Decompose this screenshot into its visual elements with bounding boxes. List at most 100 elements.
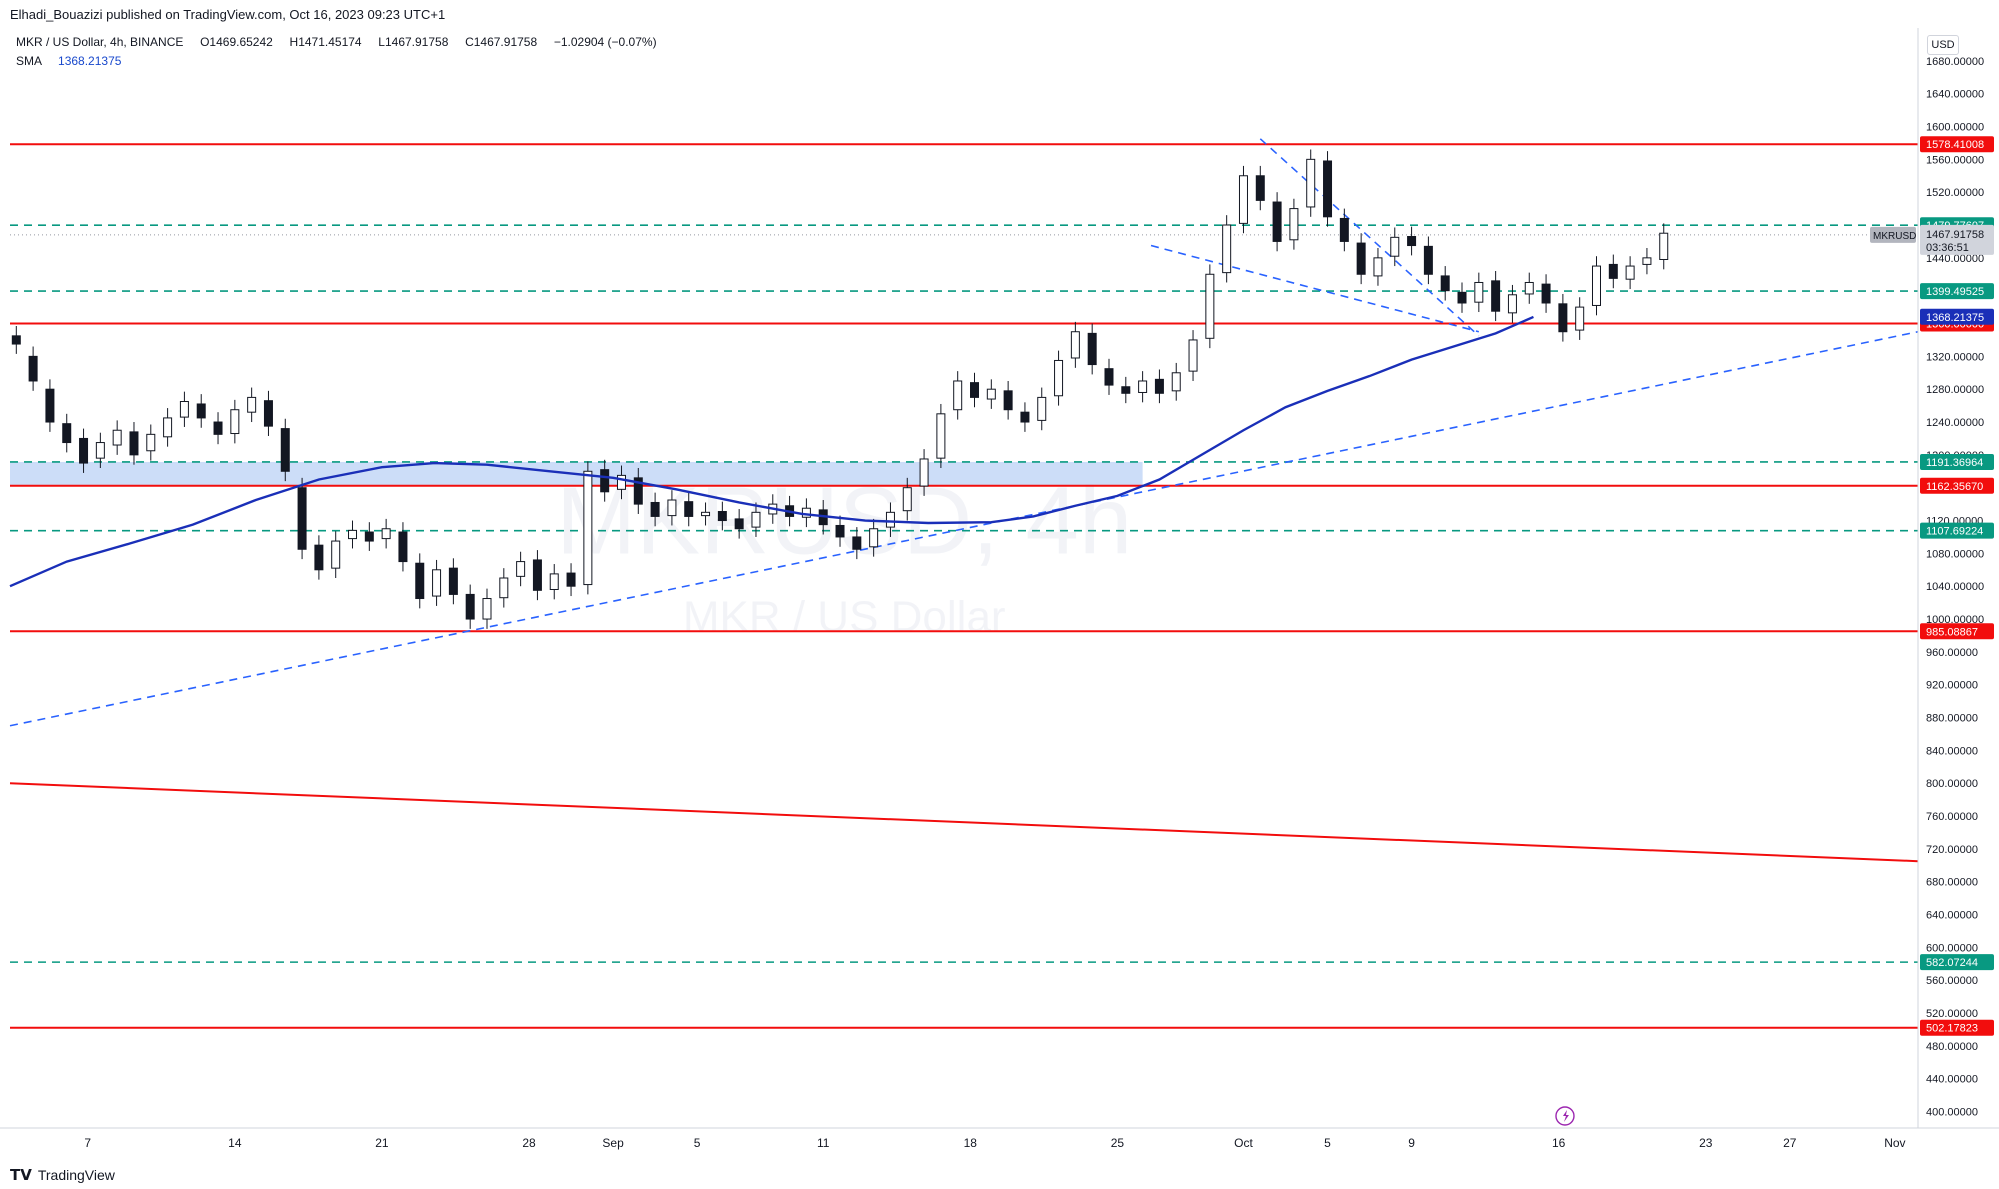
candle-body xyxy=(230,409,240,435)
candle-body xyxy=(516,561,526,577)
close-value: 1467.91758 xyxy=(473,35,538,49)
price-tick-label: 1680.00000 xyxy=(1926,56,1984,68)
candle-body xyxy=(717,511,727,522)
price-tick-label: 480.00000 xyxy=(1926,1041,1978,1053)
candle-body xyxy=(331,540,341,569)
candle-body xyxy=(1003,390,1013,411)
price-badge-label: 1191.36964 xyxy=(1926,457,1983,469)
close-label: C xyxy=(465,35,474,49)
trendline xyxy=(9,330,1919,727)
price-tick-label: 1440.00000 xyxy=(1926,253,1984,265)
time-tick-label: Nov xyxy=(1884,1136,1905,1150)
candle-body xyxy=(263,400,273,427)
currency-selector[interactable]: USD xyxy=(1927,35,1959,55)
candle-body xyxy=(1339,217,1349,242)
candle-body xyxy=(398,531,408,563)
price-badge-label: 1578.41008 xyxy=(1926,139,1984,151)
price-tick-label: 1240.00000 xyxy=(1926,417,1984,429)
chart-extras xyxy=(1555,1106,1575,1126)
sma-label[interactable]: SMA xyxy=(16,54,42,68)
price-tick-label: 400.00000 xyxy=(1926,1107,1978,1119)
price-badge-label: 1162.35670 xyxy=(1926,481,1983,493)
horizontal-levels xyxy=(10,143,1918,1029)
candle-body xyxy=(532,559,542,591)
candle-body xyxy=(432,569,442,597)
candle-body xyxy=(1272,201,1282,242)
price-tick-label: 1280.00000 xyxy=(1926,384,1984,396)
candle-body xyxy=(650,501,660,517)
price-tick-label: 1040.00000 xyxy=(1926,581,1984,593)
symbol-legend: MKR / US Dollar, 4h, BINANCE O1469.65242… xyxy=(16,33,657,71)
candle-body xyxy=(1020,411,1030,423)
low-value: 1467.91758 xyxy=(384,35,449,49)
price-tick-label: 960.00000 xyxy=(1926,647,1978,659)
sma-line xyxy=(9,315,1534,588)
price-badge xyxy=(1920,954,1994,971)
candle-body xyxy=(1373,257,1383,277)
time-tick-label: Sep xyxy=(602,1136,624,1150)
candle-body xyxy=(1608,263,1618,279)
open-label: O xyxy=(200,35,210,49)
last-price-badge xyxy=(1920,224,1994,255)
candle-body xyxy=(95,442,105,459)
candle-body xyxy=(196,403,206,419)
time-tick-label: 21 xyxy=(375,1136,389,1150)
candle-body xyxy=(701,511,711,517)
lightning-icon xyxy=(1555,1106,1575,1126)
candle-body xyxy=(600,469,610,493)
publisher-line: Elhadi_Bouazizi published on TradingView… xyxy=(10,7,446,22)
price-tick-label: 560.00000 xyxy=(1926,975,1978,987)
low-label: L xyxy=(378,35,385,49)
price-tick-label: 1600.00000 xyxy=(1926,122,1984,134)
price-tick-label: 760.00000 xyxy=(1926,811,1978,823)
candle-body xyxy=(1491,280,1501,312)
price-tick-label: 1560.00000 xyxy=(1926,154,1984,166)
price-tick-label: 1320.00000 xyxy=(1926,351,1984,363)
price-badges: 1578.410081479.776071399.495251360.00000… xyxy=(1870,136,1994,1036)
candle-body xyxy=(213,421,223,435)
candle-body xyxy=(499,577,509,599)
candle-body xyxy=(297,487,307,550)
candle-body xyxy=(1575,306,1585,331)
candle-body xyxy=(1121,386,1131,394)
candle-body xyxy=(1323,160,1333,218)
candle-body xyxy=(112,429,122,446)
candle-body xyxy=(1659,232,1669,260)
price-tick-label: 600.00000 xyxy=(1926,942,1978,954)
symbol-tag xyxy=(1870,226,1916,243)
trendlines xyxy=(9,138,1919,863)
candle-body xyxy=(885,511,895,528)
lightning-icon-glyph xyxy=(1562,1110,1569,1122)
candle-body xyxy=(549,573,559,590)
candle-body xyxy=(1070,331,1080,359)
candle-body xyxy=(835,524,845,538)
price-tick-label: 920.00000 xyxy=(1926,680,1978,692)
price-badge-label: 1399.49525 xyxy=(1926,286,1984,298)
candle-body xyxy=(751,511,761,528)
candle-body xyxy=(1625,265,1635,280)
candle-body xyxy=(1171,372,1181,392)
symbol-tag-label: MKRUSD xyxy=(1873,231,1916,242)
price-badge-label: 985.08867 xyxy=(1926,626,1978,638)
trendline xyxy=(1259,138,1480,337)
candle-body xyxy=(1642,257,1652,265)
candle-body xyxy=(1054,359,1064,397)
sma-polyline xyxy=(9,315,1534,588)
tradingview-icon: 𝗧𝗩 xyxy=(10,1167,32,1184)
price-tick-label: 1640.00000 xyxy=(1926,89,1984,101)
time-tick-label: 18 xyxy=(964,1136,978,1150)
price-tick-label: 440.00000 xyxy=(1926,1074,1978,1086)
candle-body xyxy=(1289,208,1299,241)
candle-body xyxy=(1524,281,1534,295)
time-tick-label: 28 xyxy=(522,1136,536,1150)
symbol-description[interactable]: MKR / US Dollar, 4h, BINANCE xyxy=(16,35,184,49)
price-badge-label: 502.17823 xyxy=(1926,1023,1978,1035)
price-badge xyxy=(1920,283,1994,300)
tradingview-logo[interactable]: 𝗧𝗩 TradingView xyxy=(10,1166,115,1184)
candle-body xyxy=(667,499,677,517)
time-axis[interactable]: 7 14 21 28 Sep 5 11 18 25 Oct 5 9 16 23 27 Nov xyxy=(0,1127,1999,1150)
candle-body xyxy=(314,544,324,571)
candle-body xyxy=(1104,368,1114,386)
price-badge xyxy=(1920,623,1994,640)
